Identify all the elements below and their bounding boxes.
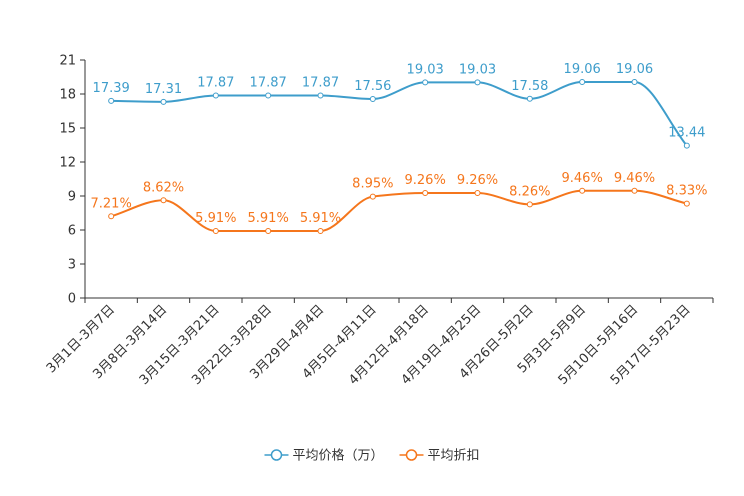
data-label: 5.91% (195, 211, 236, 226)
data-point[interactable] (369, 95, 376, 102)
y-tick-label: 3 (68, 258, 76, 273)
y-tick-label: 6 (68, 224, 76, 239)
data-label: 5.91% (248, 211, 289, 226)
data-point[interactable] (265, 228, 272, 235)
data-point[interactable] (160, 197, 167, 204)
data-label: 17.87 (250, 75, 287, 90)
data-label: 8.33% (666, 184, 707, 199)
data-label: 7.21% (91, 196, 132, 211)
data-point[interactable] (683, 200, 690, 207)
y-tick-label: 12 (59, 156, 76, 171)
data-label: 17.58 (511, 79, 548, 94)
data-point[interactable] (212, 228, 219, 235)
y-tick-label: 21 (59, 54, 76, 69)
y-tick-label: 15 (59, 122, 76, 137)
y-tick-label: 9 (68, 190, 76, 205)
data-label: 8.95% (352, 177, 393, 192)
data-label: 19.03 (407, 62, 444, 77)
data-point[interactable] (422, 79, 429, 86)
legend-item-0[interactable]: 平均价格（万） (264, 448, 384, 464)
data-point[interactable] (265, 92, 272, 99)
axes: 0369121518213月1日-3月7日3月8日-3月14日3月15日-3月2… (44, 54, 714, 388)
data-point[interactable] (683, 142, 690, 149)
data-point[interactable] (474, 79, 481, 86)
data-point[interactable] (108, 213, 115, 220)
legend-marker-icon (405, 449, 418, 461)
data-label: 9.46% (614, 171, 655, 186)
data-label: 17.31 (145, 82, 182, 97)
legend-label: 平均折扣 (428, 449, 480, 464)
data-point[interactable] (579, 187, 586, 194)
data-point[interactable] (108, 97, 115, 104)
legend[interactable]: 平均价格（万） 平均折扣 (264, 448, 480, 464)
data-point[interactable] (526, 201, 533, 208)
data-label: 19.06 (616, 62, 653, 77)
y-tick-label: 0 (68, 292, 76, 307)
data-label: 17.39 (93, 81, 130, 96)
legend-label: 平均价格（万） (292, 448, 383, 464)
data-point[interactable] (369, 193, 376, 200)
label-layer: 17.39 17.31 17.87 17.87 17.87 17.56 19.03 19.03… (91, 62, 708, 226)
data-point[interactable] (631, 187, 638, 194)
legend-marker-icon (270, 449, 283, 461)
series-line-0 (111, 80, 688, 147)
data-point[interactable] (526, 95, 533, 102)
data-point[interactable] (212, 92, 219, 99)
data-point[interactable] (474, 190, 481, 197)
data-point[interactable] (317, 228, 324, 235)
data-label: 19.03 (459, 62, 496, 77)
data-label: 17.56 (354, 79, 391, 94)
series-layer (108, 78, 690, 235)
legend-item-1[interactable]: 平均折扣 (399, 449, 480, 464)
data-point[interactable] (317, 92, 324, 99)
data-label: 8.26% (509, 184, 550, 199)
data-point[interactable] (160, 98, 167, 105)
data-point[interactable] (631, 78, 638, 85)
data-point[interactable] (422, 190, 429, 197)
data-label: 9.26% (405, 173, 446, 188)
data-label: 5.91% (300, 211, 341, 226)
data-label: 17.87 (302, 75, 339, 90)
data-label: 9.46% (562, 171, 603, 186)
data-label: 9.26% (457, 173, 498, 188)
y-tick-label: 18 (59, 88, 76, 103)
data-label: 8.62% (143, 180, 184, 195)
data-label: 17.87 (197, 75, 234, 90)
data-point[interactable] (579, 78, 586, 85)
data-label: 19.06 (564, 62, 601, 77)
data-label: 13.44 (668, 126, 705, 141)
